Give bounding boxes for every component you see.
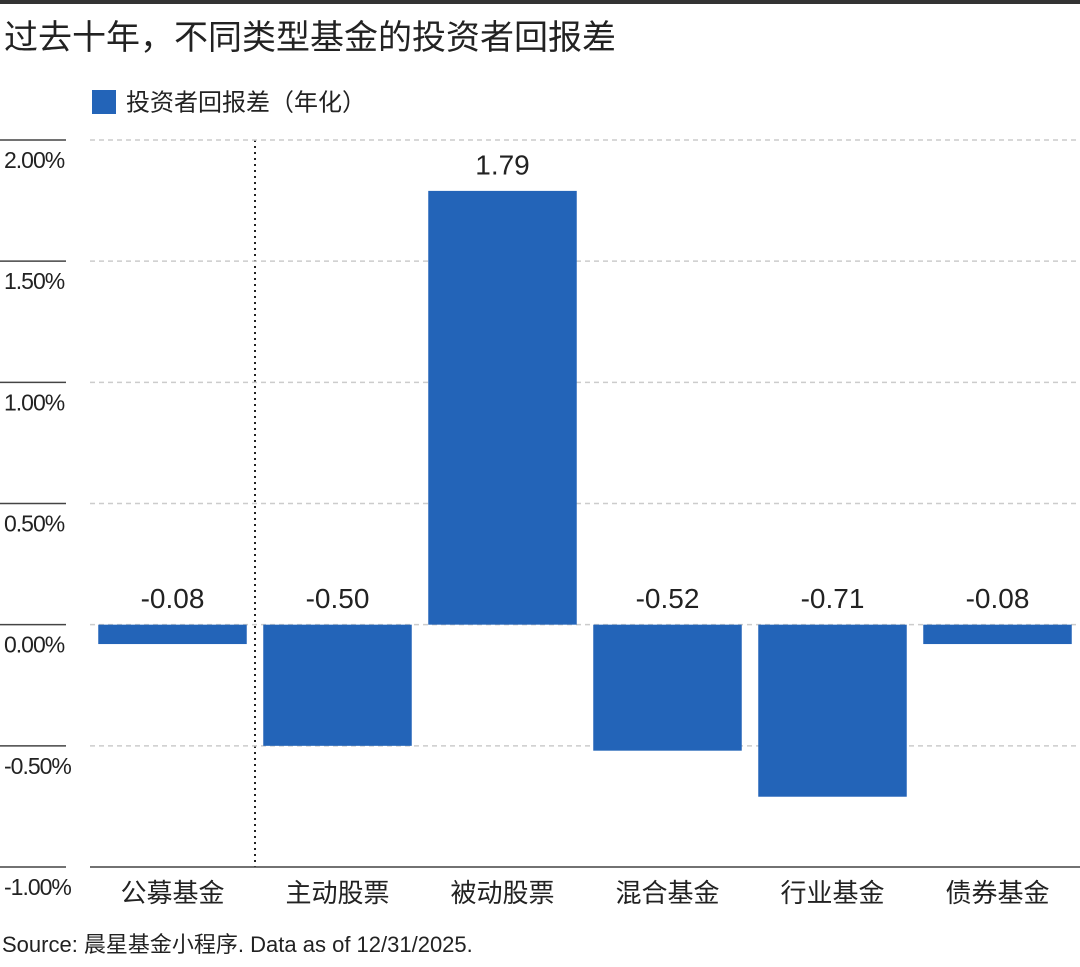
value-label: -0.08 — [966, 583, 1030, 614]
bar — [263, 624, 412, 746]
chart-title: 过去十年，不同类型基金的投资者回报差 — [4, 19, 616, 57]
x-tick-label: 混合基金 — [615, 878, 719, 908]
y-tick-label: 0.50% — [4, 511, 65, 537]
legend-label: 投资者回报差（年化） — [126, 89, 366, 116]
value-label: -0.08 — [141, 583, 205, 614]
x-tick-label: 公募基金 — [120, 878, 224, 908]
legend-swatch — [92, 90, 116, 114]
y-tick-label: -1.00% — [4, 874, 71, 900]
y-tick-label: 0.00% — [4, 632, 65, 658]
y-tick-label: 1.50% — [4, 268, 65, 294]
value-label: -0.50 — [306, 583, 370, 614]
bar — [923, 624, 1072, 645]
x-tick-label: 被动股票 — [450, 878, 554, 908]
value-label: -0.71 — [801, 583, 865, 614]
bar — [428, 190, 577, 625]
x-tick-label: 行业基金 — [780, 878, 884, 908]
top-rule — [0, 0, 1080, 4]
value-label: 1.79 — [475, 149, 530, 180]
source-note: Source: 晨星基金小程序. Data as of 12/31/2025. — [2, 932, 473, 957]
y-tick-label: 1.00% — [4, 389, 65, 415]
y-tick-label: 2.00% — [4, 147, 65, 173]
x-tick-label: 债券基金 — [945, 878, 1049, 908]
value-label: -0.52 — [636, 583, 700, 614]
x-tick-label: 主动股票 — [285, 878, 389, 908]
bar — [758, 624, 907, 797]
bar — [98, 624, 247, 645]
y-tick-label: -0.50% — [4, 753, 71, 779]
bar — [593, 624, 742, 751]
